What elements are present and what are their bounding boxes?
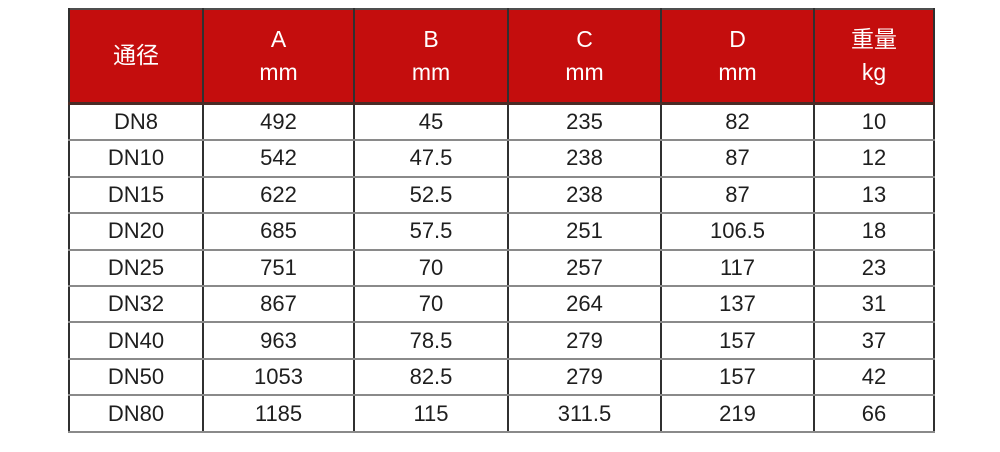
cell: 82.5 — [353, 357, 509, 397]
column-header-unit: mm — [565, 58, 604, 85]
table-row: DN40 963 78.5 279 157 37 — [68, 321, 935, 360]
cell: 42 — [813, 357, 935, 397]
cell: 685 — [202, 212, 355, 251]
cell: 117 — [660, 248, 815, 288]
cell: 82 — [660, 101, 815, 142]
cell: DN10 — [68, 139, 204, 178]
cell: 106.5 — [660, 212, 815, 251]
cell: 45 — [353, 101, 509, 142]
column-header-label: B — [423, 25, 439, 52]
cell: DN8 — [68, 101, 204, 142]
column-header: 通径 — [68, 9, 204, 105]
column-header-label: C — [576, 25, 593, 52]
cell: 257 — [507, 248, 662, 288]
cell: DN32 — [68, 284, 204, 324]
cell: 279 — [507, 357, 662, 397]
cell: DN80 — [68, 394, 204, 433]
cell: DN20 — [68, 212, 204, 251]
cell: 66 — [813, 394, 935, 433]
cell: 70 — [353, 284, 509, 324]
cell: DN15 — [68, 175, 204, 215]
cell: 238 — [507, 139, 662, 178]
column-header-unit: mm — [259, 58, 298, 85]
cell: 867 — [202, 284, 355, 324]
cell: 52.5 — [353, 175, 509, 215]
column-header-unit: mm — [718, 58, 757, 85]
table-row: DN32 867 70 264 137 31 — [68, 284, 935, 324]
cell: 57.5 — [353, 212, 509, 251]
cell: 157 — [660, 357, 815, 397]
cell: 238 — [507, 175, 662, 215]
table-row: DN80 1185 115 311.5 219 66 — [68, 394, 935, 433]
cell: 137 — [660, 284, 815, 324]
cell: 251 — [507, 212, 662, 251]
column-header-unit: kg — [861, 58, 887, 85]
cell: 311.5 — [507, 394, 662, 433]
column-header-label: A — [270, 25, 287, 52]
cell: 1053 — [202, 357, 355, 397]
cell: 279 — [507, 321, 662, 360]
cell: 1185 — [202, 394, 355, 433]
cell: 70 — [353, 248, 509, 288]
table-row: DN15 622 52.5 238 87 13 — [68, 175, 935, 215]
table-row: DN50 1053 82.5 279 157 42 — [68, 357, 935, 397]
column-header-label: 重量 — [851, 25, 897, 52]
cell: 219 — [660, 394, 815, 433]
table-row: DN20 685 57.5 251 106.5 18 — [68, 212, 935, 251]
cell: 751 — [202, 248, 355, 288]
cell: 264 — [507, 284, 662, 324]
column-header-unit: mm — [411, 58, 451, 85]
table-row: DN8 492 45 235 82 10 — [68, 101, 935, 142]
cell: 622 — [202, 175, 355, 215]
cell: 18 — [813, 212, 935, 251]
cell: 963 — [202, 321, 355, 360]
cell: 87 — [660, 175, 815, 215]
cell: 235 — [507, 101, 662, 142]
cell: 492 — [202, 101, 355, 142]
cell: 13 — [813, 175, 935, 215]
cell: 542 — [202, 139, 355, 178]
cell: 37 — [813, 321, 935, 360]
cell: 87 — [660, 139, 815, 178]
column-header-label: D — [729, 25, 746, 52]
spec-table-body: DN8 492 45 235 82 10 DN10 542 47.5 238 87 12 DN15 622… — [68, 101, 935, 433]
cell: 10 — [813, 101, 935, 142]
cell: 31 — [813, 284, 935, 324]
column-header-label: 通径 — [113, 42, 159, 69]
cell: DN25 — [68, 248, 204, 288]
table-row: DN10 542 47.5 238 87 12 — [68, 139, 935, 178]
cell: 23 — [813, 248, 935, 288]
cell: 115 — [353, 394, 509, 433]
cell: 78.5 — [353, 321, 509, 360]
column-header: 重量 kg — [813, 9, 935, 105]
cell: 47.5 — [353, 139, 509, 178]
cell: DN40 — [68, 321, 204, 360]
cell: 157 — [660, 321, 815, 360]
table-row: DN25 751 70 257 117 23 — [68, 248, 935, 288]
cell: 12 — [813, 139, 935, 178]
cell: DN50 — [68, 357, 204, 397]
